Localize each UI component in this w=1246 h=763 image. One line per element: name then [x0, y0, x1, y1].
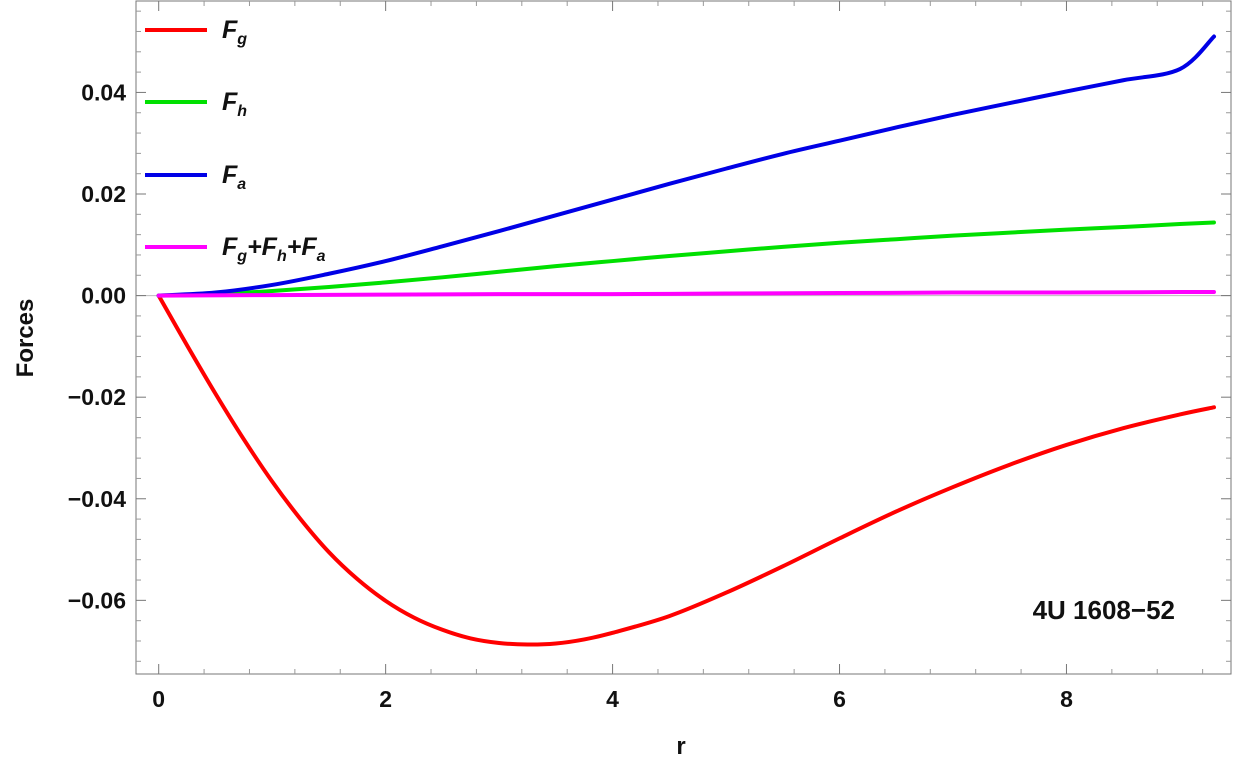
legend-label-1: Fg: [222, 16, 247, 48]
legend-label-3: Fa: [222, 161, 246, 193]
legend-text-part: F: [222, 88, 238, 116]
y-tick-label: 0.04: [81, 79, 126, 105]
y-tick-label: 0.02: [81, 181, 126, 207]
legend-label-4: Fg+Fh+Fa: [222, 233, 326, 265]
series-lines: [156, 34, 1216, 647]
series-line-4: [156, 290, 1216, 298]
y-tick-label: −0.06: [68, 587, 126, 613]
x-tick-label: 8: [1060, 686, 1073, 712]
x-tick-label: 2: [379, 686, 392, 712]
legend-subscript: h: [237, 103, 247, 120]
y-tick-label: −0.02: [68, 384, 126, 410]
legend-text-part: F: [222, 161, 238, 189]
x-tick-label: 6: [833, 686, 846, 712]
series-line-3: [156, 34, 1216, 298]
series-line-1: [156, 293, 1216, 647]
legend-text-part: F: [222, 16, 238, 44]
legend-text-part: F: [222, 233, 238, 261]
x-tick-label: 4: [606, 686, 619, 712]
legend-text-part: +F: [287, 233, 318, 261]
legend-subscript: a: [237, 176, 246, 193]
series-line-2: [156, 220, 1216, 298]
legend-subscript: g: [236, 248, 247, 265]
x-tick-label: 0: [152, 686, 165, 712]
legend-subscript: a: [317, 248, 326, 265]
legend-label-2: Fh: [222, 88, 247, 120]
legend-subscript: h: [277, 248, 287, 265]
legend-text-part: +F: [247, 233, 278, 261]
y-tick-label: −0.04: [68, 486, 126, 512]
y-tick-label: 0.00: [81, 283, 126, 309]
x-axis-label: r: [676, 733, 685, 760]
y-axis-label: Forces: [12, 299, 39, 378]
plot-border: [135, 0, 1232, 675]
chart-annotation: 4U 1608−52: [1033, 595, 1175, 625]
axis-ticks: 0 2 4 6 8 −0.06 −0.04 −0.02 0.00 0.02 0.04: [68, 1, 1231, 712]
legend-subscript: g: [236, 31, 247, 48]
plot-frame: [135, 0, 1232, 675]
